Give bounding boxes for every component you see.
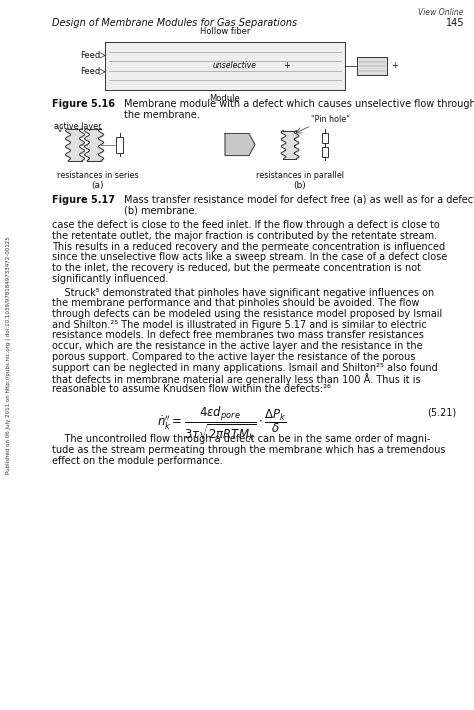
Text: Mass transfer resistance model for defect free (a) as well as for a defect: Mass transfer resistance model for defec… [124,195,474,204]
Text: occur, which are the resistance in the active layer and the resistance in the: occur, which are the resistance in the a… [52,341,423,351]
Text: the membrane.: the membrane. [124,110,200,120]
Text: Membrane module with a defect which causes unselective flow through: Membrane module with a defect which caus… [124,99,474,109]
Text: that defects in membrane material are generally less than 100 Å. Thus it is: that defects in membrane material are ge… [52,373,420,385]
Text: and Shilton.²⁵ The model is illustrated in Figure 5.17 and is similar to electri: and Shilton.²⁵ The model is illustrated … [52,320,427,329]
Text: through defects can be modeled using the resistance model proposed by Ismail: through defects can be modeled using the… [52,309,442,319]
Bar [322,146,328,156]
Bar [357,57,387,75]
Text: +: + [391,62,398,70]
Text: the membrane performance and that pinholes should be avoided. The flow: the membrane performance and that pinhol… [52,298,419,308]
Text: This results in a reduced recovery and the permeate concentration is influenced: This results in a reduced recovery and t… [52,241,445,251]
Text: reasonable to assume Knudsen flow within the defects:²⁶: reasonable to assume Knudsen flow within… [52,384,331,394]
Text: (b): (b) [293,180,306,190]
Polygon shape [225,133,255,155]
Text: unselective: unselective [213,62,257,70]
Text: Published on 06 July 2011 on http://pubs.rsc.org | doi:10.1039/9781849733472-001: Published on 06 July 2011 on http://pubs… [6,236,11,474]
Text: (5.21): (5.21) [427,408,456,417]
Text: tude as the stream permeating through the membrane which has a tremendous: tude as the stream permeating through th… [52,445,446,455]
Text: "Pin hole": "Pin hole" [311,114,350,124]
Text: The uncontrolled flow through a defect can be in the same order of magni-: The uncontrolled flow through a defect c… [52,435,430,444]
Text: active layer: active layer [54,121,101,131]
Text: 145: 145 [446,18,464,28]
Text: resistances in parallel: resistances in parallel [256,170,344,180]
Bar [117,136,124,153]
Bar [322,133,328,143]
Text: case the defect is close to the feed inlet. If the flow through a defect is clos: case the defect is close to the feed inl… [52,220,440,230]
Text: Design of Membrane Modules for Gas Separations: Design of Membrane Modules for Gas Separ… [52,18,297,28]
Text: resistances in series: resistances in series [57,170,139,180]
Text: since the unselective flow acts like a sweep stream. In the case of a defect clo: since the unselective flow acts like a s… [52,252,447,262]
Text: to the inlet, the recovery is reduced, but the permeate concentration is not: to the inlet, the recovery is reduced, b… [52,263,421,273]
Text: Hollow fiber: Hollow fiber [200,27,250,36]
Text: the retentate outlet, the major fraction is contributed by the retentate stream.: the retentate outlet, the major fraction… [52,231,437,241]
Text: (a): (a) [92,180,104,190]
Text: View Online: View Online [419,8,464,17]
Text: $\dot{n}_k^{\prime\prime} = \dfrac{4\varepsilon d_{pore}}{3\tau\sqrt{2\pi RTM_k}: $\dot{n}_k^{\prime\prime} = \dfrac{4\var… [157,404,287,443]
Text: Module: Module [210,94,240,103]
Text: significantly influenced.: significantly influenced. [52,274,168,284]
Text: +: + [283,62,291,70]
Text: porous support. Compared to the active layer the resistance of the porous: porous support. Compared to the active l… [52,352,415,362]
Text: Feed: Feed [80,67,100,76]
Text: Figure 5.17: Figure 5.17 [52,195,115,204]
Text: Struck⁵ demonstrated that pinholes have significant negative influences on: Struck⁵ demonstrated that pinholes have … [52,288,434,297]
Bar [105,42,345,90]
Text: resistance models. In defect free membranes two mass transfer resistances: resistance models. In defect free membra… [52,330,424,340]
Text: Figure 5.16: Figure 5.16 [52,99,115,109]
Text: effect on the module performance.: effect on the module performance. [52,456,223,466]
Text: Feed: Feed [80,51,100,60]
Text: (b) membrane.: (b) membrane. [124,205,198,215]
Text: support can be neglected in many applications. Ismail and Shilton²⁵ also found: support can be neglected in many applica… [52,363,438,373]
